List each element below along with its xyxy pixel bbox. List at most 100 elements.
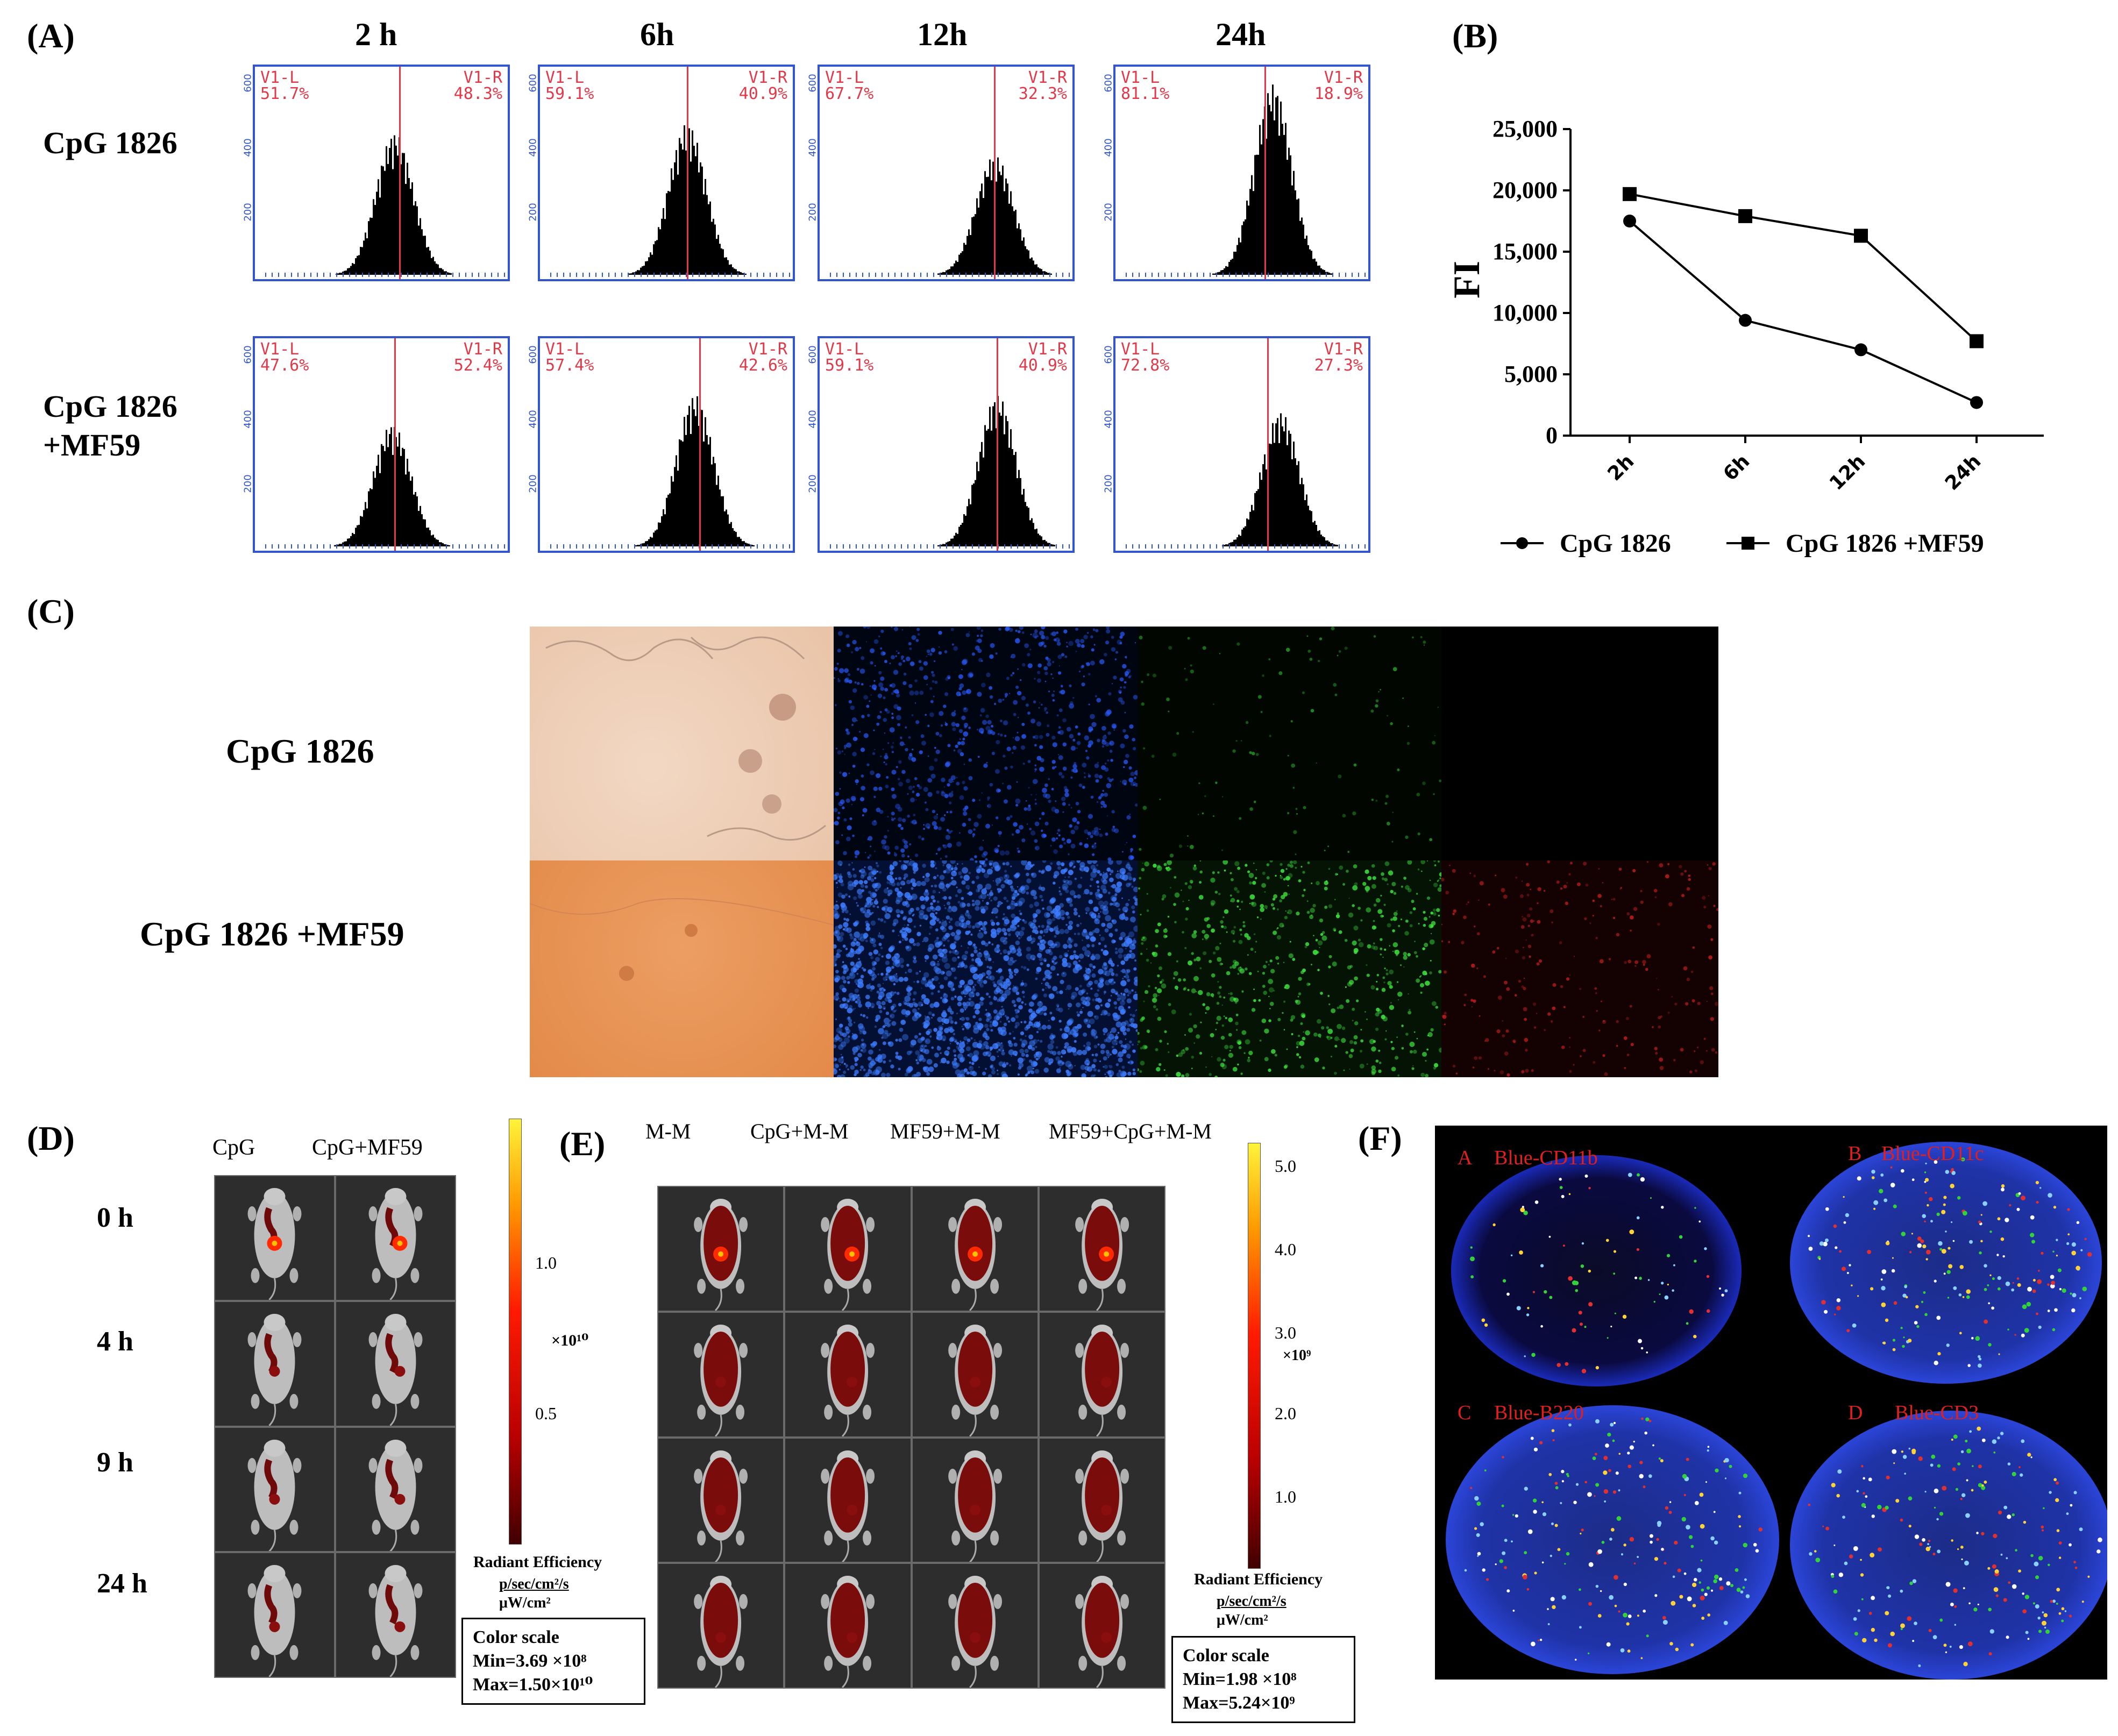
imaging-cell-r4-c3 bbox=[911, 1563, 1039, 1689]
green-image-cpg-mf59 bbox=[1136, 859, 1444, 1079]
y-tick: 200 bbox=[807, 474, 819, 493]
y-tick-label: 10,000 bbox=[1492, 300, 1558, 326]
histogram-bars bbox=[265, 135, 505, 277]
imaging-cell-r4-c4 bbox=[1038, 1563, 1165, 1689]
x-tick-label: 24h bbox=[1941, 450, 1986, 495]
histogram-r2-c4: V1-L 72.8% V1-R 27.3% 600 400 200 bbox=[1103, 336, 1370, 553]
point-1-2 bbox=[1739, 314, 1752, 327]
legend-marker-2 bbox=[1742, 537, 1754, 550]
y-tick: 200 bbox=[242, 203, 254, 222]
panel-d-tick-2: 0.5 bbox=[535, 1404, 557, 1423]
panel-d-row-1: 0 h bbox=[97, 1203, 133, 1233]
panel-e-max: Max=5.24×10⁹ bbox=[1183, 1693, 1295, 1713]
histogram-bars bbox=[550, 125, 790, 277]
green-image-cpg bbox=[1138, 627, 1442, 860]
panel-e-col-3: MF59+M-M bbox=[890, 1119, 1000, 1143]
mouse-image bbox=[821, 1450, 875, 1562]
time-label-4: 24h bbox=[1216, 17, 1266, 52]
histogram-bars bbox=[830, 157, 1070, 277]
histogram-bars bbox=[830, 396, 1070, 549]
mouse-image bbox=[1075, 1450, 1129, 1562]
mouse-image bbox=[1075, 1324, 1129, 1436]
y-tick: 400 bbox=[527, 410, 539, 429]
red-image-cpg-mf59 bbox=[1440, 860, 1719, 1077]
panel-f-label: (F) bbox=[1358, 1119, 1402, 1157]
gate-line bbox=[394, 338, 396, 551]
quadrant-d-letter: D bbox=[1848, 1401, 1863, 1424]
legend-label-2: CpG 1826 +MF59 bbox=[1786, 529, 1984, 558]
gate-line bbox=[699, 338, 701, 551]
gate-left-pct: V1-L 47.6% bbox=[260, 340, 309, 375]
y-tick: 600 bbox=[527, 74, 539, 93]
mouse-image bbox=[694, 1324, 748, 1436]
legend-marker-1 bbox=[1516, 537, 1528, 549]
mouse-image bbox=[247, 1313, 302, 1426]
panel-b-label: (B) bbox=[1452, 17, 1498, 55]
panel-d-label: (D) bbox=[27, 1119, 75, 1157]
mouse-image bbox=[821, 1324, 875, 1436]
gate-left-pct: V1-L 81.1% bbox=[1121, 68, 1170, 103]
panel-e-col-1: M-M bbox=[645, 1119, 691, 1143]
panel-e-scale-unit: ×10⁹ bbox=[1283, 1347, 1311, 1364]
panel-d-color-scale-title: Color scale bbox=[473, 1627, 559, 1647]
panel-e-color-scale-title: Color scale bbox=[1183, 1646, 1269, 1666]
imaging-cell-r4-c1 bbox=[657, 1563, 785, 1689]
mouse-image bbox=[368, 1439, 423, 1552]
y-tick: 600 bbox=[527, 345, 539, 364]
series-line-2 bbox=[1629, 193, 1978, 342]
imaging-cell-r3-c2 bbox=[784, 1437, 912, 1563]
y-tick: 600 bbox=[1103, 345, 1114, 364]
gate-line bbox=[399, 67, 401, 279]
row-label-2: CpG 1826 +MF59 bbox=[43, 389, 177, 463]
panel-d-radiant-unit-top: p/sec/cm²/s bbox=[499, 1576, 569, 1592]
imaging-cell-r1-c1 bbox=[214, 1175, 335, 1301]
y-tick: 400 bbox=[527, 138, 539, 157]
y-tick: 200 bbox=[527, 203, 539, 222]
red-image-cpg bbox=[1441, 627, 1718, 860]
mouse-image bbox=[821, 1576, 875, 1688]
panel-e-radiant-title: Radiant Efficiency bbox=[1194, 1570, 1323, 1588]
imaging-cell-r2-c3 bbox=[911, 1311, 1039, 1438]
y-tick: 600 bbox=[807, 74, 819, 93]
panel-e-radiant-unit-top: p/sec/cm²/s bbox=[1217, 1593, 1287, 1610]
mouse-image bbox=[247, 1565, 302, 1677]
mouse-image bbox=[948, 1450, 1002, 1562]
mouse-image bbox=[247, 1187, 302, 1300]
point-1-3 bbox=[1854, 343, 1867, 357]
panel-e-col-4: MF59+CpG+M-M bbox=[1049, 1119, 1212, 1143]
mouse-image bbox=[368, 1313, 423, 1426]
gate-line bbox=[997, 338, 998, 551]
histogram-bars bbox=[265, 427, 505, 549]
panel-e-min: Min=1.98 ×10⁸ bbox=[1183, 1669, 1297, 1689]
histogram-r2-c2: V1-L 57.4% V1-R 42.6% 600 400 200 bbox=[528, 336, 795, 553]
y-tick: 200 bbox=[242, 474, 254, 493]
panel-a-label: (A) bbox=[27, 17, 75, 55]
point-2-4 bbox=[1970, 334, 1984, 348]
x-tick-label: 6h bbox=[1719, 450, 1754, 485]
series-line-1 bbox=[1629, 220, 1977, 404]
panel-e-tick-3: 3.0 bbox=[1275, 1323, 1296, 1342]
histogram-r2-c3: V1-L 59.1% V1-R 40.9% 600 400 200 bbox=[807, 336, 1075, 553]
gate-line bbox=[994, 67, 996, 279]
gate-right-pct: V1-R 32.3% bbox=[1018, 68, 1067, 103]
mouse-image bbox=[694, 1450, 748, 1562]
panel-d-imaging-grid bbox=[214, 1175, 456, 1678]
panel-d-max: Max=1.50×10¹⁰ bbox=[473, 1675, 593, 1695]
histogram-bars bbox=[550, 396, 790, 549]
gate-line bbox=[1264, 67, 1267, 279]
panel-e-colorbar bbox=[1248, 1143, 1261, 1569]
y-tick-label: 5,000 bbox=[1504, 361, 1558, 387]
gate-right-pct: V1-R 40.9% bbox=[1018, 340, 1067, 375]
y-tick-label: 15,000 bbox=[1492, 238, 1558, 265]
point-1-4 bbox=[1970, 396, 1983, 409]
x-tick-label: 2h bbox=[1604, 450, 1639, 485]
panel-d-radiant-title: Radiant Efficiency bbox=[473, 1553, 602, 1571]
quadrant-a-stain: Blue-CD11b bbox=[1494, 1147, 1598, 1169]
mouse-image bbox=[948, 1576, 1002, 1688]
gate-right-pct: V1-R 48.3% bbox=[453, 68, 502, 103]
histogram-r1-c3: V1-L 67.7% V1-R 32.3% 600 400 200 bbox=[807, 65, 1075, 281]
gate-right-pct: V1-R 40.9% bbox=[738, 68, 787, 103]
gate-left-pct: V1-L 51.7% bbox=[260, 68, 309, 103]
panel-e-tick-4: 2.0 bbox=[1275, 1404, 1296, 1423]
imaging-cell-r3-c1 bbox=[214, 1426, 335, 1553]
